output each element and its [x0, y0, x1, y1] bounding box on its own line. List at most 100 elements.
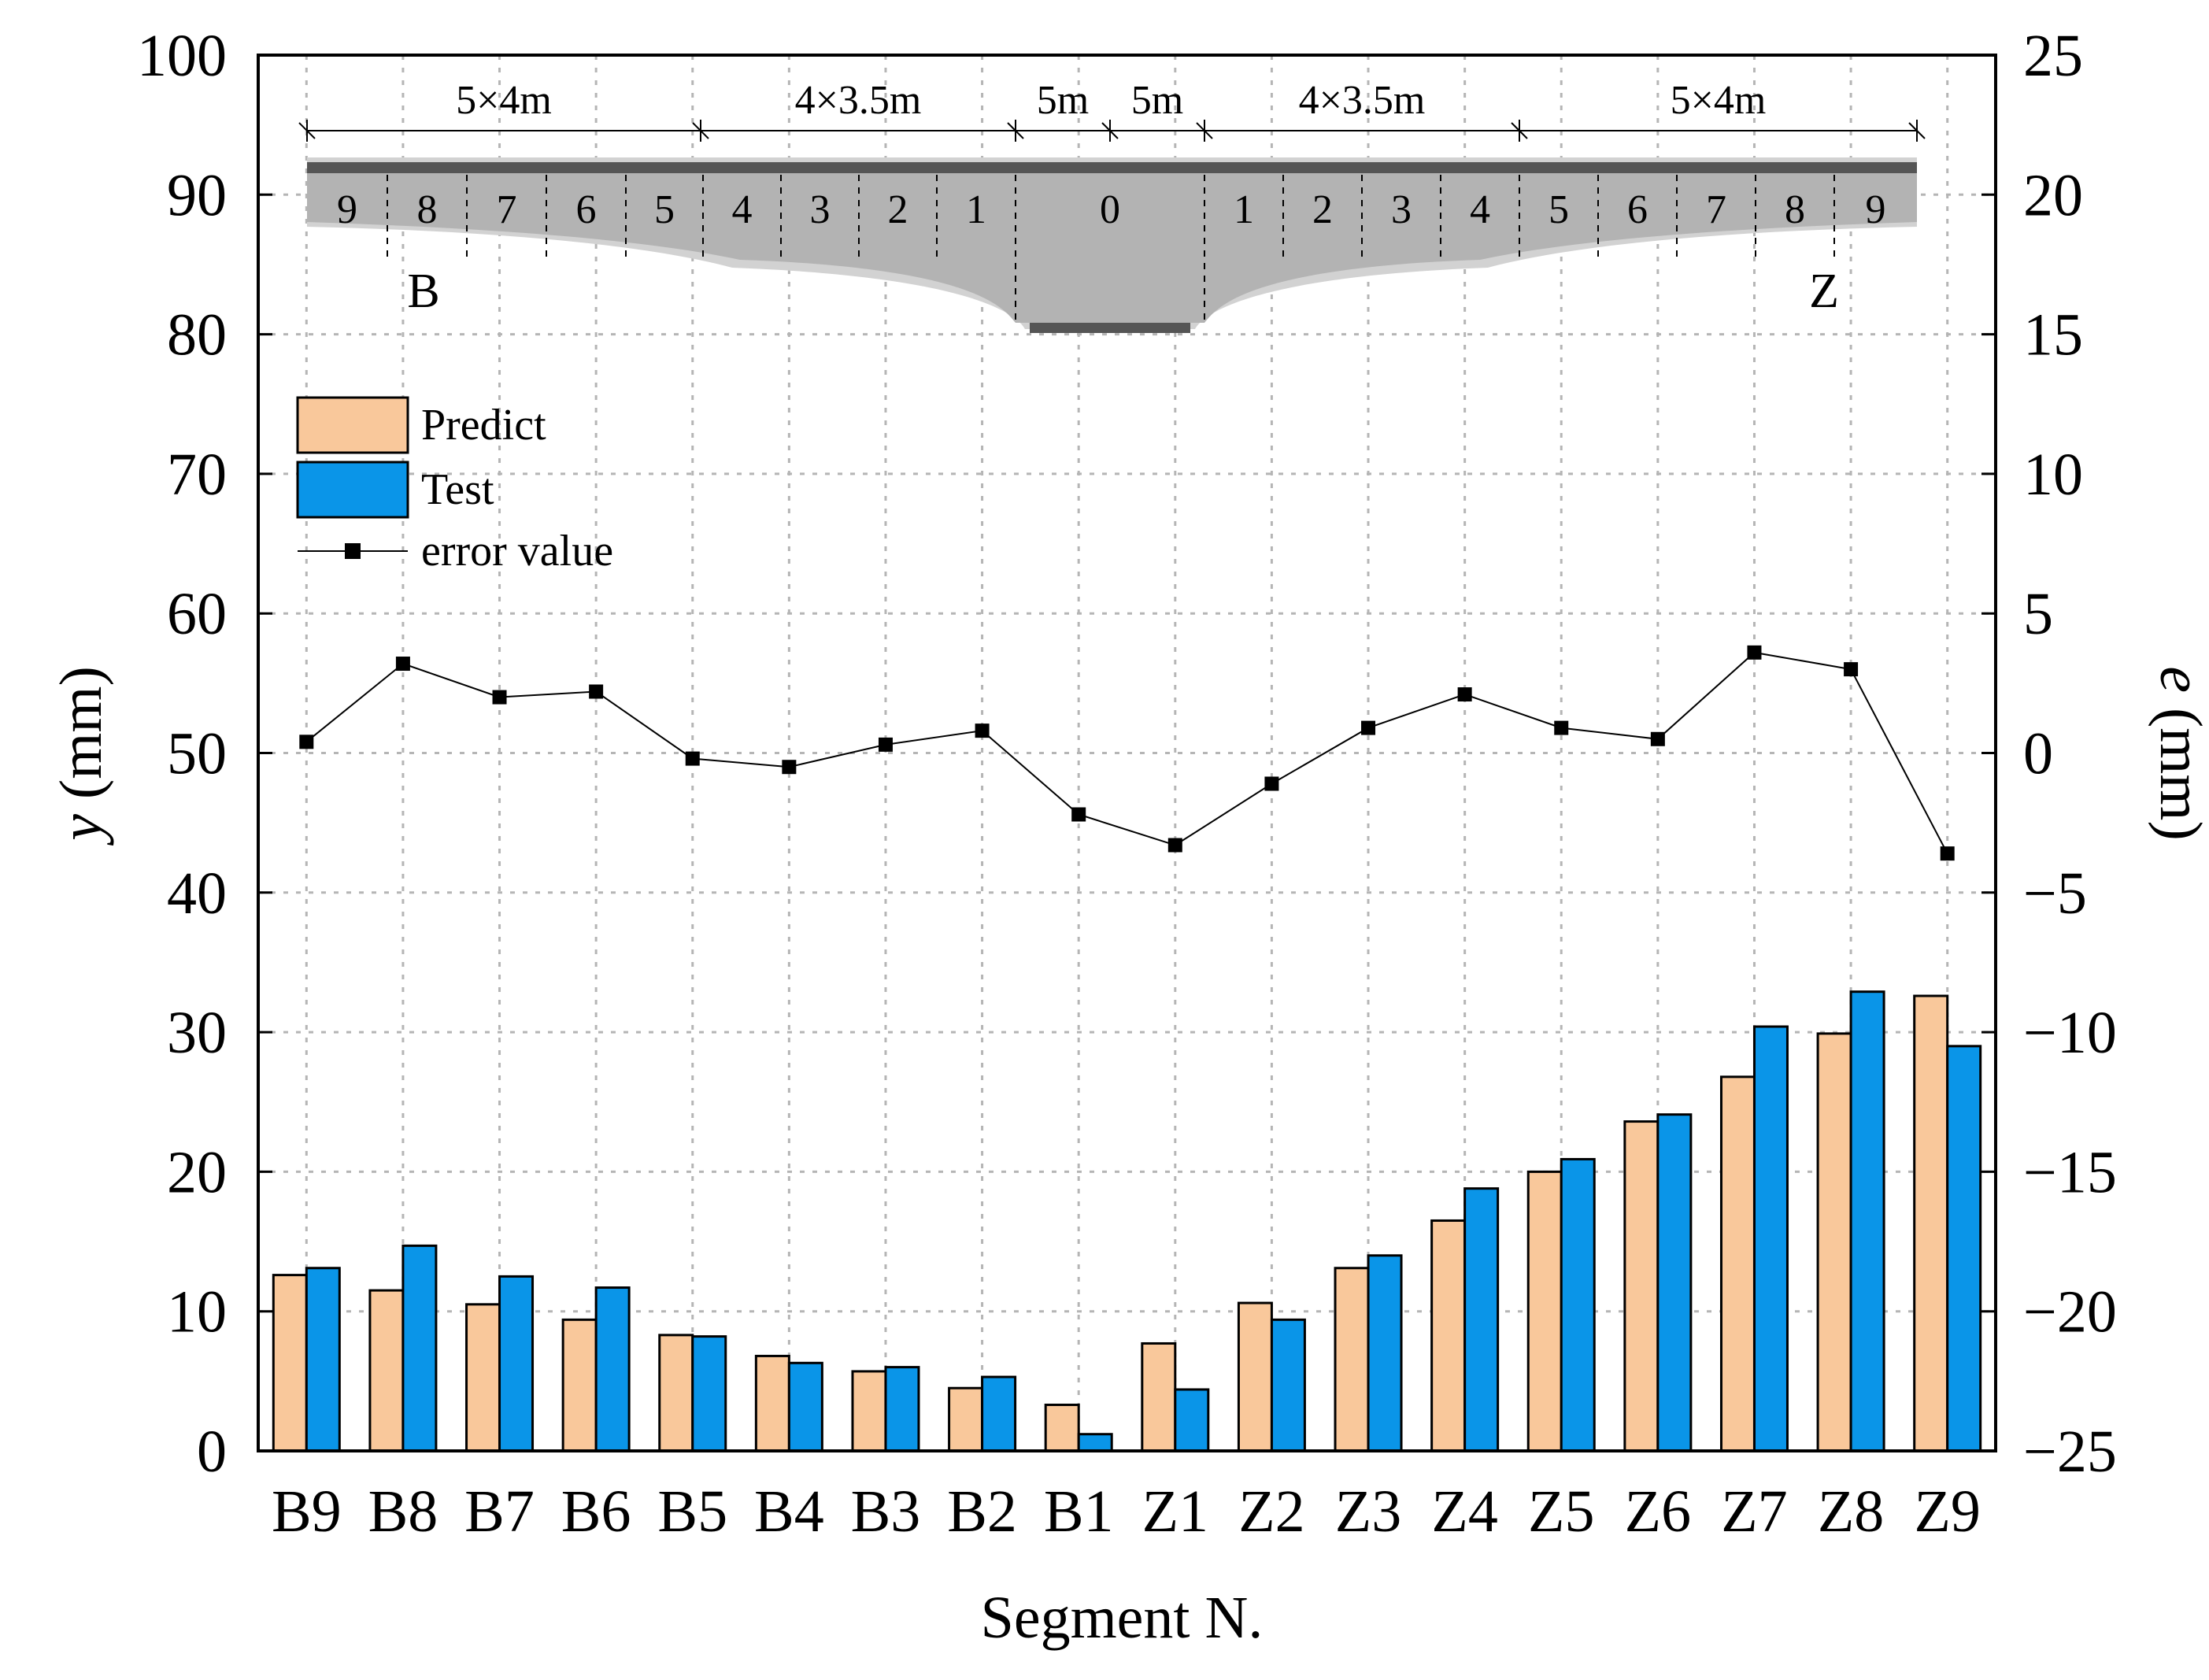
bar-predict-Z7 — [1719, 1075, 1756, 1452]
error-marker-B4 — [782, 760, 797, 775]
bar-test-Z3 — [1367, 1254, 1403, 1452]
bar-test-B1 — [1077, 1433, 1113, 1452]
bar-test-Z4 — [1463, 1187, 1500, 1452]
bar-predict-Z8 — [1816, 1032, 1852, 1452]
x-tick-label: Z5 — [1528, 1478, 1594, 1545]
dimension-slash — [1101, 122, 1119, 139]
error-marker-Z7 — [1747, 645, 1762, 660]
dimension-slash — [1511, 122, 1528, 139]
x-tick-label: Z8 — [1818, 1478, 1884, 1545]
x-axis-title: Segment N. — [981, 1585, 1264, 1651]
bar-test-B2 — [981, 1375, 1017, 1452]
legend-label-predict: Predict — [421, 401, 546, 450]
y-tick-label: 20 — [167, 1139, 227, 1205]
segment-labels: 9 8 7 6 5 4 3 2 1 0 1 2 3 4 5 6 7 8 9 — [337, 187, 1886, 232]
x-tick-label: Z9 — [1914, 1478, 1980, 1545]
y2-tick-label: 5 — [2023, 581, 2053, 647]
error-marker-B6 — [589, 684, 604, 699]
y-tick-label: 10 — [167, 1279, 227, 1345]
end-label-b: B — [407, 265, 439, 318]
segment-number: 1 — [966, 187, 986, 232]
bar-predict-B9 — [272, 1274, 308, 1452]
y-tick-label: 50 — [167, 721, 227, 787]
y2-tick-label: −25 — [2023, 1419, 2117, 1485]
segment-number: 2 — [888, 187, 908, 232]
error-marker-Z2 — [1264, 776, 1279, 791]
y-tick-label: 70 — [167, 442, 227, 508]
legend-swatch-test — [296, 461, 409, 519]
error-marker-Z3 — [1361, 720, 1376, 735]
legend-label-test: Test — [421, 465, 494, 514]
bar-predict-B7 — [465, 1303, 501, 1452]
legend-swatch-predict — [296, 396, 409, 454]
dimension-slash — [1007, 122, 1024, 139]
bar-test-Z7 — [1752, 1025, 1789, 1452]
x-tick-label: Z7 — [1721, 1478, 1787, 1545]
segment-number: 9 — [1866, 187, 1886, 232]
x-tick-label: B8 — [368, 1478, 438, 1545]
error-marker-B1 — [1071, 807, 1086, 822]
bar-predict-B4 — [754, 1354, 790, 1452]
y-tick-label: 0 — [197, 1419, 227, 1485]
bar-test-Z1 — [1174, 1388, 1210, 1452]
bar-predict-Z6 — [1623, 1120, 1660, 1452]
bar-predict-B6 — [561, 1318, 598, 1452]
error-marker-B8 — [395, 657, 410, 672]
y-tick-label: 40 — [167, 860, 227, 927]
bar-predict-Z3 — [1334, 1267, 1370, 1452]
y-tick-label: 60 — [167, 581, 227, 647]
y2-tick-label: 20 — [2023, 162, 2083, 228]
error-marker-B9 — [299, 735, 314, 749]
bar-test-Z2 — [1270, 1318, 1306, 1452]
bar-predict-B8 — [368, 1289, 405, 1452]
y2-tick-label: −15 — [2023, 1139, 2117, 1205]
bar-test-Z8 — [1849, 990, 1885, 1452]
error-marker-B5 — [685, 751, 700, 766]
bar-test-B3 — [884, 1366, 920, 1452]
bar-test-B4 — [787, 1361, 823, 1452]
segment-number: 5 — [654, 187, 675, 232]
y2-tick-label: 15 — [2023, 302, 2083, 368]
bar-predict-Z1 — [1141, 1341, 1177, 1452]
dimension-label: 4×3.5m — [795, 78, 922, 123]
error-marker-B3 — [878, 737, 893, 752]
y-axis-right: −25 −20 −15 −10 −5 0 5 10 15 20 25 — [1981, 23, 2117, 1485]
x-tick-label: B3 — [851, 1478, 921, 1545]
bar-predict-B5 — [658, 1334, 694, 1452]
dimension-label: 5×4m — [1671, 78, 1767, 123]
segment-number: 6 — [1627, 187, 1648, 232]
segment-dividers — [387, 175, 1835, 321]
error-series — [299, 645, 1955, 861]
x-tick-label: B9 — [272, 1478, 342, 1545]
legend-label-error: error value — [421, 527, 613, 575]
error-line — [305, 651, 1948, 854]
dimension-label: 5m — [1131, 78, 1183, 123]
bar-test-Z5 — [1560, 1157, 1596, 1452]
x-tick-label: Z2 — [1238, 1478, 1304, 1545]
segment-number: 7 — [1706, 187, 1726, 232]
bar-test-B8 — [401, 1244, 438, 1452]
error-marker-Z5 — [1554, 720, 1569, 735]
predict-series — [272, 994, 1949, 1452]
y2-tick-label: −20 — [2023, 1279, 2117, 1345]
bar-predict-B2 — [948, 1386, 984, 1452]
bar-test-B9 — [305, 1267, 341, 1452]
segment-number: 4 — [1470, 187, 1490, 232]
legend-marker-error — [345, 543, 361, 559]
segment-number: 9 — [337, 187, 357, 232]
x-tick-label: Z3 — [1335, 1478, 1401, 1545]
bar-predict-Z5 — [1526, 1170, 1563, 1452]
error-marker-B2 — [975, 723, 990, 738]
dimension-slash — [1908, 122, 1926, 139]
bridge-diagram: 5×4m 4×3.5m 5m 5m 4×3.5m 5×4m 9 8 7 6 5 4 3 2 1 0 1 2 3 4 5… — [298, 78, 1926, 333]
error-marker-Z8 — [1844, 662, 1859, 677]
dimension-slash — [298, 122, 316, 139]
end-label-z: Z — [1809, 265, 1839, 318]
x-tick-label: B6 — [561, 1478, 631, 1545]
segment-number: 7 — [497, 187, 517, 232]
legend: Predict Test error value — [296, 396, 613, 575]
bar-test-B6 — [594, 1286, 631, 1452]
segment-number: 8 — [417, 187, 438, 232]
y2-tick-label: 0 — [2023, 721, 2053, 787]
bridge-body — [307, 164, 1917, 323]
